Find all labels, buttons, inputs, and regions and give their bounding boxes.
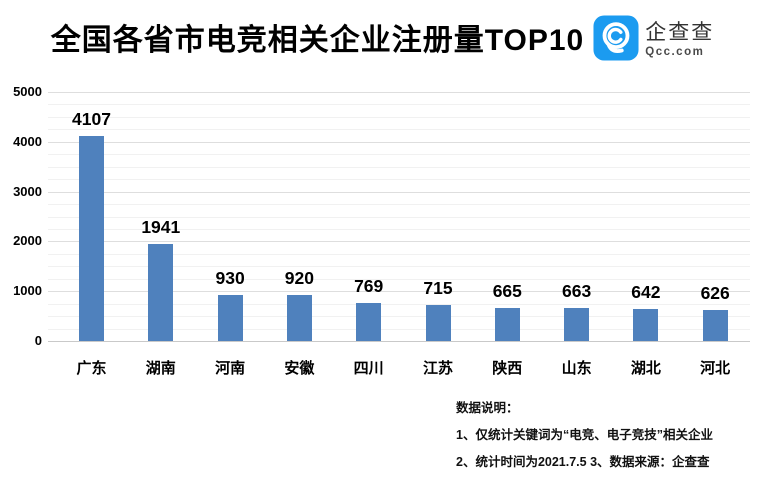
minor-gridline [48, 166, 750, 168]
x-axis-category-label: 湖北 [630, 360, 661, 377]
bar-value-label: 626 [700, 282, 730, 303]
minor-gridline [48, 328, 750, 330]
x-axis-category-label: 广东 [76, 360, 107, 377]
bar [356, 302, 382, 341]
minor-gridline [48, 104, 750, 106]
minor-gridline [48, 129, 750, 131]
bar [564, 307, 590, 341]
qcc-logo-icon [593, 14, 639, 66]
y-axis-tick-label: 3000 [13, 183, 42, 199]
minor-gridline [48, 253, 750, 255]
data-notes: 数据说明： 1、仅统计关键词为“电竞、电子竞技”相关企业 2、统计时间为2021… [456, 395, 713, 476]
x-axis-category-label: 安徽 [284, 360, 315, 377]
minor-gridline [48, 154, 750, 156]
minor-gridline [48, 316, 750, 318]
major-gridline [48, 191, 750, 193]
x-axis-category-label: 山东 [561, 360, 592, 377]
x-axis-category-label: 四川 [353, 360, 384, 377]
x-axis-category-label: 河北 [700, 360, 731, 377]
minor-gridline [48, 204, 750, 206]
minor-gridline [48, 278, 750, 280]
major-gridline [48, 92, 750, 93]
chart-header: 全国各省市电竞相关企业注册量TOP10 企查查 Qcc.com [0, 13, 765, 67]
y-axis-tick-label: 0 [34, 333, 42, 348]
bar [217, 294, 243, 341]
major-gridline [48, 141, 750, 143]
bar-value-label: 663 [561, 280, 592, 301]
bar-value-label: 930 [215, 267, 245, 288]
notes-line: 2、统计时间为2021.7.5 3、数据来源：企查查 [456, 455, 710, 469]
bar-value-label: 642 [631, 282, 661, 303]
bar [494, 307, 520, 341]
bar [148, 244, 174, 341]
bar [425, 305, 451, 341]
y-axis-tick-label: 5000 [13, 84, 42, 99]
y-axis-tick-label: 4000 [13, 133, 42, 149]
x-axis-category-label: 河南 [215, 360, 246, 377]
bar-value-label: 4107 [72, 109, 111, 130]
qcc-logo-text: 企查查 Qcc.com [645, 22, 714, 59]
bar-value-label: 715 [423, 278, 453, 299]
y-axis-tick-label: 1000 [13, 283, 42, 299]
page-title: 全国各省市电竞相关企业注册量TOP10 [50, 23, 585, 57]
bar-value-label: 1941 [141, 217, 181, 238]
minor-gridline [48, 266, 750, 268]
notes-heading: 数据说明： [456, 401, 519, 415]
minor-gridline [48, 216, 750, 218]
qcc-brand-name: 企查查 [645, 20, 715, 44]
bar-value-label: 920 [284, 268, 314, 289]
x-axis-category-label: 陕西 [492, 360, 523, 377]
y-axis-tick-label: 2000 [13, 233, 42, 249]
bar [633, 309, 659, 341]
qcc-brand-domain: Qcc.com [645, 45, 705, 58]
x-axis-line [48, 341, 750, 342]
major-gridline [48, 291, 750, 293]
minor-gridline [48, 228, 750, 230]
bar [702, 309, 728, 341]
qcc-logo: 企查查 Qcc.com [593, 14, 714, 66]
bar-value-label: 769 [354, 275, 384, 296]
bar [286, 295, 312, 341]
minor-gridline [48, 116, 750, 118]
major-gridline [48, 241, 750, 243]
bar [79, 136, 104, 341]
notes-line: 1、仅统计关键词为“电竞、电子竞技”相关企业 [456, 428, 713, 442]
minor-gridline [48, 303, 750, 305]
minor-gridline [48, 179, 750, 181]
bar-value-label: 665 [492, 280, 522, 301]
x-axis-category-label: 江苏 [422, 360, 453, 377]
x-axis-category-label: 湖南 [145, 360, 176, 377]
